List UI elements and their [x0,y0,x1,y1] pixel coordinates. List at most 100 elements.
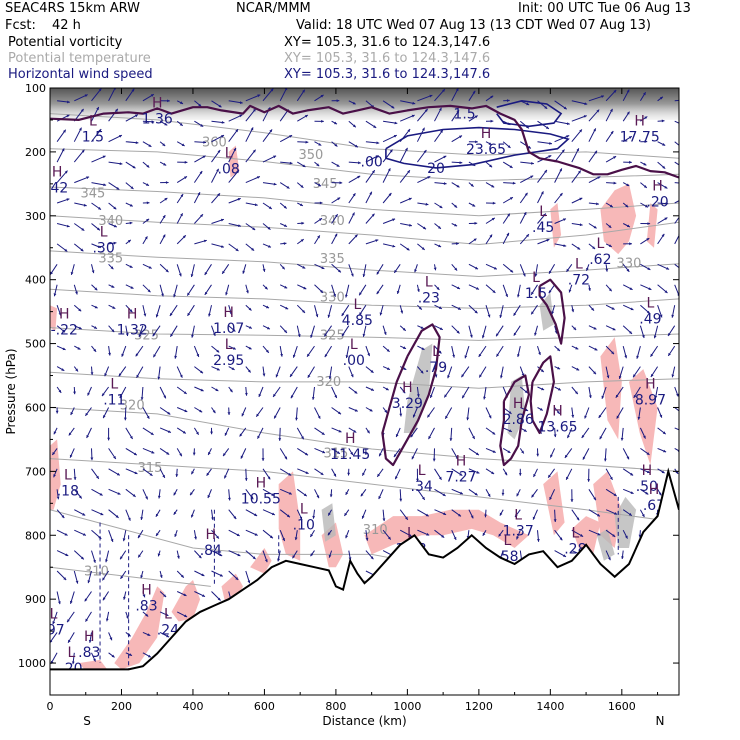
extremum-28: L.18 [57,467,79,499]
wind-arrow-724 [549,489,556,501]
wind-arrow-311 [241,407,247,417]
wind-arrow-347 [279,182,290,189]
wind-arrow-598 [468,202,476,207]
wind-arrow-461 [365,155,379,163]
wind-arrow-68 [91,345,97,353]
wind-arrow-517 [399,345,407,350]
wind-arrow-449 [348,386,358,394]
pv-contour-0 [50,104,679,179]
extremum-15: H1.07 [213,305,244,337]
wind-arrow-287 [224,427,230,436]
wind-arrow-625 [485,305,491,318]
wind-arrow-346 [280,161,293,165]
wind-arrow-838 [640,488,649,495]
wind-arrow-38 [73,304,82,312]
wind-arrow-571 [451,88,459,102]
theta-label-17: 310 [363,523,388,538]
extremum-22: H3.29 [392,380,423,412]
extremum-23: H2.86 [503,396,534,428]
wind-arrow-125 [118,366,127,377]
theta-label-4: 340 [98,214,123,229]
wind-arrow-381 [295,407,298,421]
wind-arrow-432 [327,509,333,516]
x-tick-label-1: 200 [111,700,132,713]
wind-arrow-708 [554,149,565,163]
wind-arrow-805 [622,284,633,291]
wind-arrow-281 [228,305,233,315]
extremum-kind: H [642,463,653,479]
wind-arrow-715 [551,305,556,315]
extremum-kind: H [59,306,70,322]
wind-arrow-75 [91,488,103,496]
wind-arrow-811 [616,407,624,419]
extremum-kind: L [64,467,72,483]
wind-arrow-654 [502,447,511,454]
wind-arrow-76 [91,509,104,516]
extremum-kind: H [645,377,656,393]
wind-arrow-607 [461,386,470,399]
wind-arrow-282 [228,325,236,332]
terrain-layer [50,467,679,695]
wind-arrow-328 [262,264,266,272]
wind-arrow-314 [244,468,248,481]
init-time: Init: 00 UTC Tue 06 Aug 13 [518,1,691,16]
wind-arrow-158 [142,468,153,477]
wind-arrow-621 [485,217,496,224]
wind-arrow-661 [519,120,530,129]
wind-arrow-480 [365,550,374,560]
wind-arrow-324 [262,182,277,186]
wind-arrow-379 [289,366,298,378]
wind-arrow-744 [567,427,573,439]
wind-arrow-150 [142,305,147,317]
x-tick-label-6: 1200 [465,700,493,713]
wind-arrow-618 [485,161,493,168]
wind-arrow-367 [297,114,309,122]
wind-arrow-15 [55,407,59,414]
wind-arrow-710 [554,192,563,204]
wind-arrow-800 [622,182,630,187]
wind-arrow-582 [451,325,460,334]
pink-shading-2 [550,203,562,248]
wind-arrow-348 [279,202,288,209]
wind-arrow-520 [399,407,403,417]
wind-arrow-45 [69,448,75,458]
pink-shading-16 [364,509,529,555]
wind-arrow-189 [155,529,161,537]
x-tick-label-8: 1600 [608,700,636,713]
field-name-theta: Potential temperature [8,51,151,66]
wind-arrow-303 [245,243,255,251]
wind-arrow-776 [605,155,617,163]
wind-arrow-64 [91,264,95,274]
wind-arrow-327 [262,243,272,248]
wind-arrow-453 [347,468,351,476]
wind-arrow-443 [348,264,354,277]
wind-arrow-0 [57,100,70,104]
wind-arrow-634 [485,489,491,498]
wind-arrow-202 [176,234,187,245]
wind-arrow-244 [194,570,205,577]
wind-arrow-343 [279,88,288,102]
wind-arrow-223 [194,140,207,144]
wind-arrow-263 [207,448,212,456]
wind-arrow-537 [417,304,423,310]
extremum-kind: H [652,179,663,195]
pv-contour-3 [538,278,566,345]
gray-shading-5 [596,528,615,561]
wind-arrow-482 [382,100,395,109]
wind-arrow-302 [245,223,256,231]
wind-arrow-597 [468,182,474,187]
wind-arrow-484 [382,134,398,143]
wind-arrow-803 [623,242,632,246]
wind-arrow-136 [123,591,127,600]
extremum-kind: L [539,204,547,220]
wind-arrow-783 [605,304,615,310]
wind-arrow-399 [314,305,319,318]
wind-arrow-793 [605,509,618,515]
wind-arrow-441 [348,212,355,224]
wind-arrow-588 [451,448,459,460]
wind-arrow-707 [554,135,570,143]
wind-arrow-560 [434,325,444,331]
wind-arrow-870 [674,263,679,269]
wind-arrow-105 [108,530,114,543]
wind-arrow-304 [242,264,247,274]
